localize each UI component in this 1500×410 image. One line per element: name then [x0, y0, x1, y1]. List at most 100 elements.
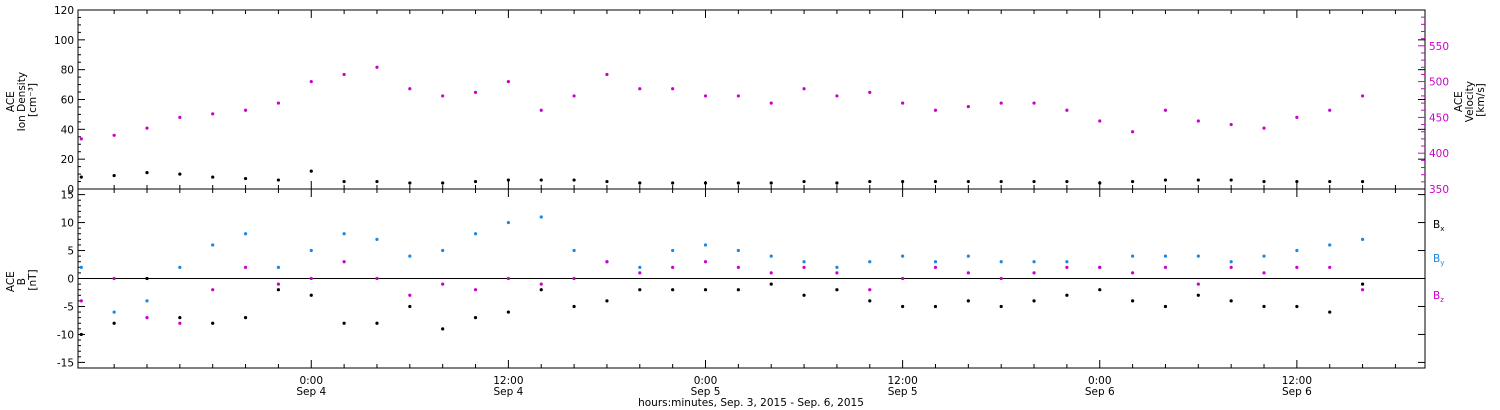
point-by: [243, 232, 248, 236]
point-bz: [736, 265, 740, 269]
point-ion-density: [309, 169, 313, 173]
legend-bx: Bx: [1433, 219, 1444, 233]
point-by: [1032, 260, 1036, 264]
point-bx: [736, 288, 740, 292]
point-velocity: [473, 90, 478, 94]
point-bx: [1098, 288, 1102, 292]
point-bz: [342, 260, 346, 264]
point-ion-density: [736, 181, 740, 185]
velocity-tick-label: 500: [1429, 77, 1449, 89]
point-by: [1196, 254, 1200, 258]
b-tick-label: 5: [67, 246, 74, 258]
date-tick-label: Sep 4: [296, 386, 326, 398]
point-velocity: [441, 94, 445, 98]
point-bx: [178, 316, 182, 320]
density-axis-ticks: 0 20 40 60 80 100 120: [54, 5, 1425, 196]
point-bx: [539, 288, 543, 292]
point-ion-density: [375, 179, 379, 184]
point-velocity: [966, 105, 970, 109]
point-ion-density: [408, 181, 412, 185]
point-ion-density: [506, 178, 510, 182]
date-tick-label: Sep 6: [1085, 386, 1115, 398]
b-tick-label: -10: [57, 329, 74, 341]
point-bx: [966, 299, 970, 303]
point-by: [145, 299, 149, 303]
point-by: [441, 248, 445, 253]
point-velocity: [1262, 126, 1266, 130]
time-tick-label: 12:00: [887, 375, 917, 387]
point-ion-density: [79, 175, 83, 179]
point-velocity: [375, 65, 379, 69]
point-bz: [1360, 288, 1365, 292]
point-bz: [868, 288, 872, 292]
point-bz: [769, 271, 773, 275]
point-velocity: [933, 108, 938, 112]
point-ion-density: [211, 175, 215, 179]
point-by: [112, 310, 116, 314]
point-velocity: [835, 94, 839, 98]
point-velocity: [1295, 115, 1299, 119]
point-bz: [309, 276, 313, 281]
point-ion-density: [539, 178, 543, 182]
point-by: [342, 232, 346, 236]
density-tick-label: 0: [67, 184, 74, 196]
b-tick-label: -5: [64, 301, 74, 313]
point-velocity: [145, 126, 149, 130]
point-velocity: [408, 87, 412, 91]
point-bx: [933, 304, 938, 309]
date-tick-label: Sep 4: [493, 386, 523, 398]
point-velocity: [276, 101, 281, 105]
point-bx: [1032, 299, 1036, 303]
point-ion-density: [933, 179, 938, 184]
point-bz: [178, 321, 182, 325]
point-velocity: [736, 94, 740, 98]
point-bz: [933, 265, 938, 269]
point-bz: [999, 276, 1003, 281]
time-tick-label: 12:00: [493, 375, 523, 387]
point-ion-density: [769, 181, 773, 185]
point-bx: [441, 327, 445, 331]
point-by: [506, 220, 510, 225]
density-axis-label: ACE Ion Density [cm⁻³]: [5, 69, 39, 132]
point-velocity: [112, 133, 116, 137]
point-ion-density: [999, 179, 1003, 184]
point-by: [769, 254, 773, 258]
point-velocity: [243, 108, 248, 112]
point-velocity: [671, 87, 675, 91]
point-bz: [473, 288, 478, 292]
point-bx: [572, 304, 576, 309]
point-ion-density: [276, 178, 281, 182]
point-ion-density: [966, 179, 970, 184]
point-ion-density: [1196, 178, 1200, 182]
point-velocity: [868, 90, 872, 94]
point-ion-density: [473, 179, 478, 184]
point-bz: [112, 276, 116, 281]
point-bx: [1295, 304, 1299, 309]
velocity-tick-label: 450: [1429, 112, 1449, 124]
density-tick-label: 60: [61, 95, 74, 107]
point-bx: [1262, 304, 1266, 309]
point-bz: [1098, 265, 1102, 269]
point-bz: [966, 271, 970, 275]
point-ion-density: [868, 179, 872, 184]
point-by: [572, 248, 576, 253]
point-by: [79, 265, 83, 269]
density-tick-label: 100: [54, 35, 74, 47]
point-bx: [473, 316, 478, 320]
legend-by: By: [1433, 253, 1444, 267]
density-tick-label: 120: [54, 5, 74, 17]
date-tick-label: Sep 5: [888, 386, 918, 398]
top-panel-frame: [77, 9, 1426, 190]
point-by: [1360, 237, 1365, 241]
point-by: [1295, 248, 1299, 253]
point-velocity: [1328, 108, 1332, 112]
point-ion-density: [1328, 179, 1332, 184]
point-bz: [1032, 271, 1036, 275]
point-velocity: [342, 72, 346, 77]
point-bz: [1262, 271, 1266, 275]
point-bx: [1360, 282, 1365, 286]
point-bx: [703, 288, 708, 292]
point-bx: [901, 304, 905, 309]
